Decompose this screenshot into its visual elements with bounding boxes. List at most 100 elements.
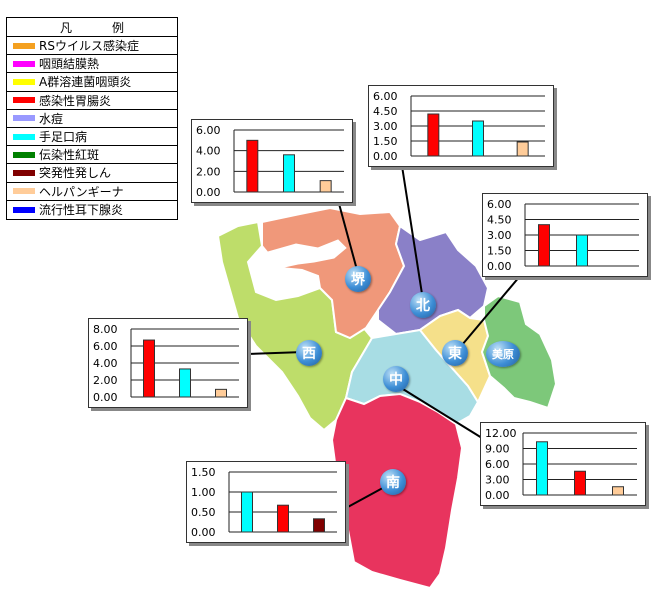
bar: [215, 388, 227, 398]
chart-nishi: 8.00 6.00 4.00 2.00 0.00: [88, 318, 248, 408]
badge-naka[interactable]: 中: [383, 366, 409, 392]
tick-label: 2.00: [93, 374, 118, 387]
legend-item: 突発性発しん: [7, 164, 177, 183]
bar: [538, 224, 550, 267]
chart-svg: 6.00 4.00 2.00 0.00: [196, 124, 344, 199]
bar: [241, 491, 253, 533]
legend: 凡 例 RSウイルス感染症 咽頭結膜熱 A群溶連菌咽頭炎感染性胃腸炎 水痘手足口病伝染…: [6, 17, 178, 220]
legend-item: 咽頭結膜熱: [7, 55, 177, 74]
tick-label: 6.00: [93, 340, 118, 353]
bar: [283, 154, 295, 193]
tick-label: 0.00: [485, 489, 510, 502]
legend-swatch: [13, 188, 35, 195]
legend-swatch: [13, 42, 35, 49]
legend-label: 伝染性紅斑: [39, 148, 100, 163]
harbor-water: [267, 239, 347, 269]
badge-sakai[interactable]: 堺: [345, 266, 371, 292]
tick-label: 0.00: [196, 186, 221, 199]
bar: [612, 486, 624, 496]
tick-label: 12.00: [485, 427, 517, 440]
tick-label: 0.00: [191, 526, 216, 539]
chart-svg: 8.00 6.00 4.00 2.00 0.00: [93, 323, 239, 404]
tick-label: 0.00: [93, 391, 118, 404]
tick-label: 1.50: [191, 466, 216, 479]
tick-label: 4.00: [196, 145, 221, 158]
legend-label: ヘルパンギーナ: [39, 184, 124, 199]
legend-item: A群溶連菌咽頭炎: [7, 73, 177, 92]
tick-label: 2.00: [196, 165, 221, 178]
legend-swatch: [13, 97, 35, 104]
district-sakai[interactable]: [261, 206, 406, 340]
district-nishi[interactable]: [216, 220, 374, 432]
leader-higashi: [461, 275, 521, 346]
legend-label: 水痘: [39, 111, 64, 126]
badge-kita[interactable]: 北: [410, 292, 436, 318]
tick-label: 0.00: [487, 260, 512, 273]
bar: [427, 113, 440, 157]
legend-item: RSウイルス感染症: [7, 37, 177, 56]
bar: [516, 141, 529, 157]
tick-label: 6.00: [485, 458, 510, 471]
legend-swatch: [13, 78, 35, 85]
chart-sakai: 6.00 4.00 2.00 0.00: [191, 119, 353, 203]
legend-header: 凡 例: [7, 18, 177, 37]
tick-label: 4.00: [93, 357, 118, 370]
leader-sakai: [337, 199, 358, 271]
legend-label: 咽頭結膜熱: [39, 57, 100, 72]
tick-label: 1.50: [487, 245, 512, 258]
legend-label: RSウイルス感染症: [39, 39, 139, 54]
bar: [313, 518, 325, 533]
bar: [574, 470, 586, 496]
leader-nishi: [245, 351, 305, 355]
badge-higashi[interactable]: 東: [442, 340, 468, 366]
chart-svg: 6.00 4.50 3.00 1.50 0.00: [487, 198, 639, 273]
legend-swatch: [13, 169, 35, 176]
chart-higashi: 6.00 4.50 3.00 1.50 0.00: [482, 193, 648, 277]
legend-item: 感染性胃腸炎: [7, 92, 177, 110]
legend-item: 水痘: [7, 110, 177, 128]
chart-svg: 6.00 4.50 3.00 1.50 0.00: [373, 90, 545, 163]
legend-swatch: [13, 206, 35, 213]
legend-item: 伝染性紅斑: [7, 146, 177, 165]
tick-label: 9.00: [485, 443, 510, 456]
badge-minami[interactable]: 南: [380, 469, 406, 495]
bar: [472, 120, 484, 157]
legend-label: 流行性耳下腺炎: [39, 203, 124, 218]
tick-label: 1.00: [191, 486, 216, 499]
legend-title-right: 例: [112, 20, 125, 35]
legend-swatch: [13, 133, 35, 140]
legend-swatch: [13, 151, 35, 158]
chart-minami: 1.50 1.00 0.50 0.00: [186, 461, 346, 543]
bar: [143, 339, 155, 398]
legend-item: ヘルパンギーナ: [7, 183, 177, 201]
tick-label: 0.00: [373, 150, 398, 163]
tick-label: 4.50: [373, 105, 398, 118]
legend-title-left: 凡: [59, 20, 72, 35]
legend-label: 手足口病: [39, 130, 88, 145]
tick-label: 4.50: [487, 214, 512, 227]
legend-label: A群溶連菌咽頭炎: [39, 75, 132, 90]
leader-kita: [401, 165, 423, 295]
chart-naka: 12.00 9.00 6.00 3.00 0.00: [480, 422, 646, 506]
legend-label: 突発性発しん: [39, 166, 112, 181]
bar: [277, 504, 289, 533]
tick-label: 6.00: [373, 90, 398, 103]
tick-label: 6.00: [487, 198, 512, 211]
legend-item: 手足口病: [7, 128, 177, 147]
bar: [179, 368, 191, 398]
tick-label: 3.00: [485, 474, 510, 487]
tick-label: 3.00: [487, 229, 512, 242]
badge-mihara[interactable]: 美原: [486, 341, 520, 367]
badge-nishi[interactable]: 西: [296, 340, 322, 366]
legend-swatch: [13, 115, 35, 122]
bar: [246, 139, 259, 193]
tick-label: 6.00: [196, 124, 221, 137]
bar: [536, 441, 548, 496]
tick-label: 0.50: [191, 506, 216, 519]
chart-kita: 6.00 4.50 3.00 1.50 0.00: [368, 85, 554, 167]
bar: [576, 234, 588, 267]
tick-label: 3.00: [373, 120, 398, 133]
legend-item: 流行性耳下腺炎: [7, 201, 177, 219]
chart-svg: 12.00 9.00 6.00 3.00 0.00: [485, 427, 637, 502]
tick-label: 1.50: [373, 135, 398, 148]
